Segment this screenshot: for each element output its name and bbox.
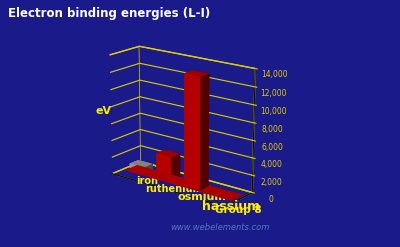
Text: www.webelements.com: www.webelements.com	[170, 223, 270, 232]
Text: Electron binding energies (L-I): Electron binding energies (L-I)	[8, 7, 210, 21]
